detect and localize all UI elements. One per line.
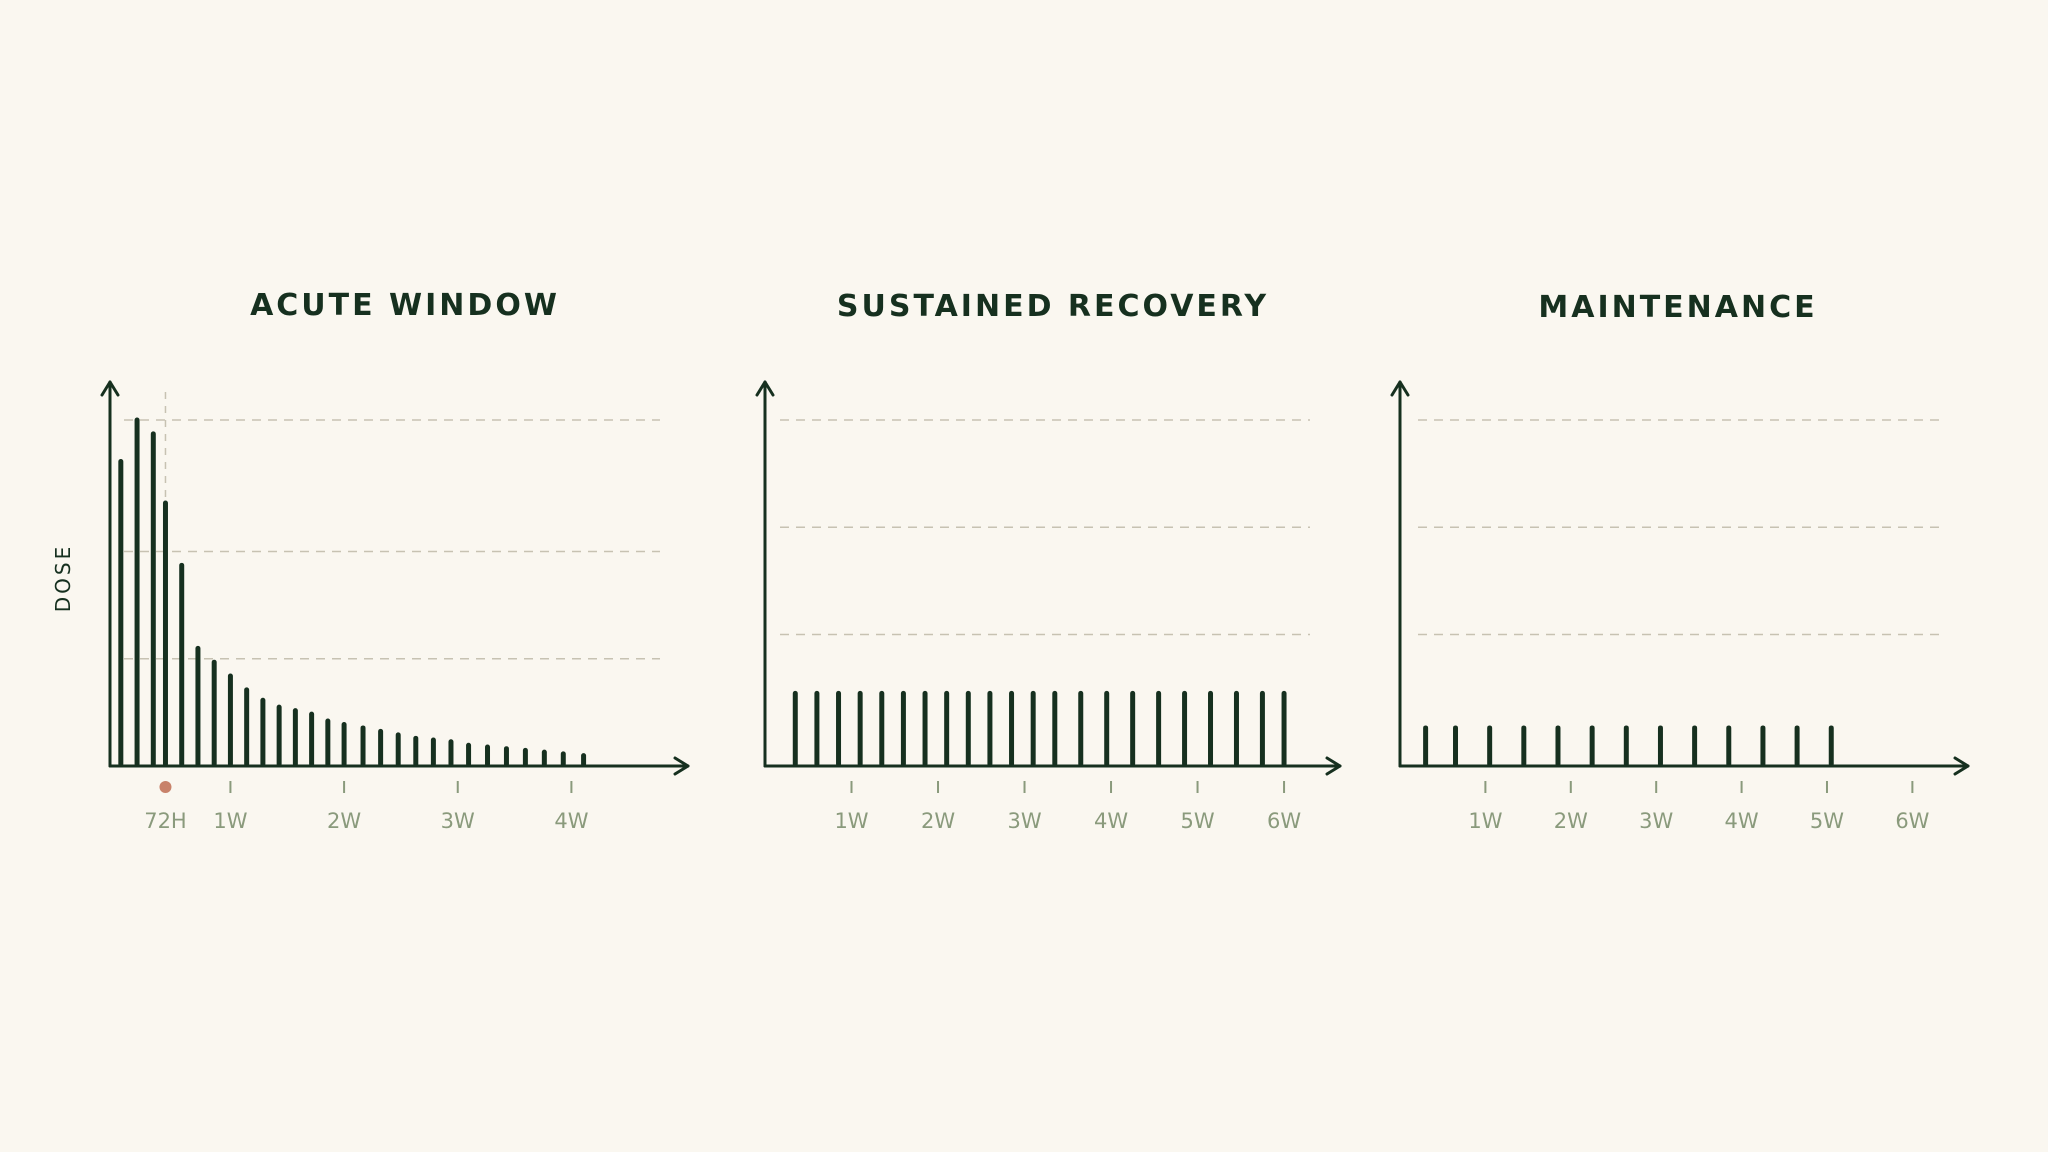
x-tick-label: 3W — [1639, 809, 1673, 833]
x-tick-label: 1W — [834, 809, 868, 833]
x-axis-arrow — [1325, 756, 1342, 776]
x-tick-label: 2W — [327, 809, 361, 833]
x-axis-arrow — [1953, 756, 1970, 776]
panel-title: MAINTENANCE — [1538, 290, 1817, 325]
panel-2: SUSTAINED RECOVERY 1W 2W 3W 4W 5W 6W — [755, 289, 1342, 833]
x-tick-label: 5W — [1180, 809, 1214, 833]
x-tick-label: 4W — [1094, 809, 1128, 833]
x-tick-label: 2W — [1554, 809, 1588, 833]
panel-1: ACUTE WINDOW 72H 1W 2W 3W 4W DOSE — [51, 288, 690, 833]
panel-title: ACUTE WINDOW — [250, 288, 560, 323]
y-axis-arrow — [100, 380, 120, 397]
x-tick-label: 3W — [1007, 809, 1041, 833]
x-tick-label: 6W — [1895, 809, 1929, 833]
y-axis-arrow — [755, 380, 775, 397]
marker-dot — [159, 781, 172, 793]
panel-3: MAINTENANCE 1W 2W 3W 4W 5W 6W — [1390, 290, 1970, 833]
x-tick-label: 5W — [1810, 809, 1844, 833]
panel-title: SUSTAINED RECOVERY — [837, 289, 1269, 324]
x-axis-arrow — [673, 756, 690, 776]
y-axis-arrow — [1390, 380, 1410, 397]
x-tick-label: 2W — [921, 809, 955, 833]
x-tick-label: 6W — [1267, 809, 1301, 833]
x-tick-label: 4W — [1725, 809, 1759, 833]
x-tick-label: 4W — [554, 809, 588, 833]
x-tick-label: 72H — [144, 809, 187, 833]
y-axis-label: DOSE — [51, 544, 75, 612]
x-tick-label: 1W — [1468, 809, 1502, 833]
x-tick-label: 1W — [213, 809, 247, 833]
x-tick-label: 3W — [441, 809, 475, 833]
